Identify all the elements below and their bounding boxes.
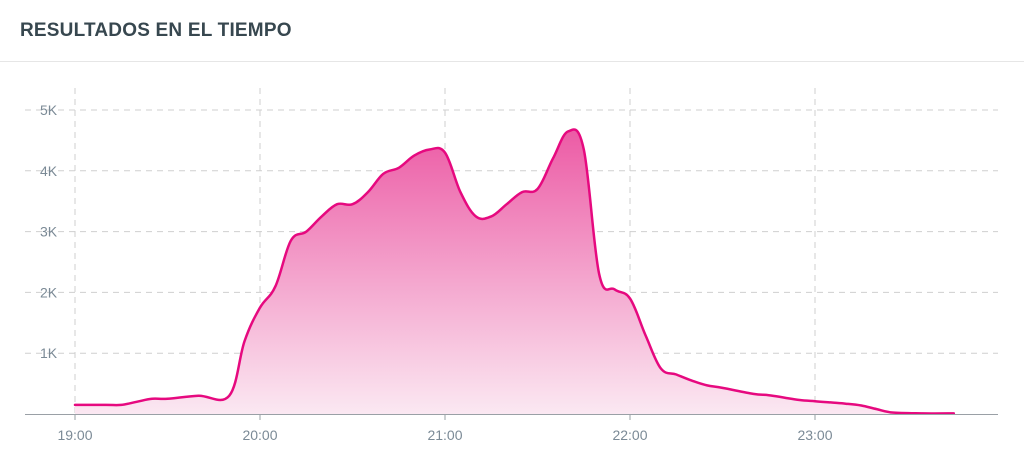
y-tick-label: 4K (40, 163, 58, 179)
y-tick-label: 1K (40, 345, 58, 361)
area-fill (75, 129, 954, 414)
y-tick-label: 3K (40, 224, 58, 240)
x-tick-label: 20:00 (242, 427, 277, 443)
card-header: RESULTADOS EN EL TIEMPO (0, 0, 1024, 62)
y-tick-labels: 1K 2K 3K 4K 5K (40, 102, 58, 361)
x-tick-labels: 19:00 20:00 21:00 22:00 23:00 (57, 427, 832, 443)
data-area (73, 128, 956, 415)
x-tick-label: 19:00 (57, 427, 92, 443)
x-tick-label: 23:00 (797, 427, 832, 443)
x-tick-label: 21:00 (427, 427, 462, 443)
chart-title: RESULTADOS EN EL TIEMPO (20, 20, 292, 41)
y-tick-label: 5K (40, 102, 58, 118)
axes (25, 414, 998, 420)
x-tick-label: 22:00 (612, 427, 647, 443)
y-tick-label: 2K (40, 284, 58, 300)
series-line (73, 128, 956, 415)
